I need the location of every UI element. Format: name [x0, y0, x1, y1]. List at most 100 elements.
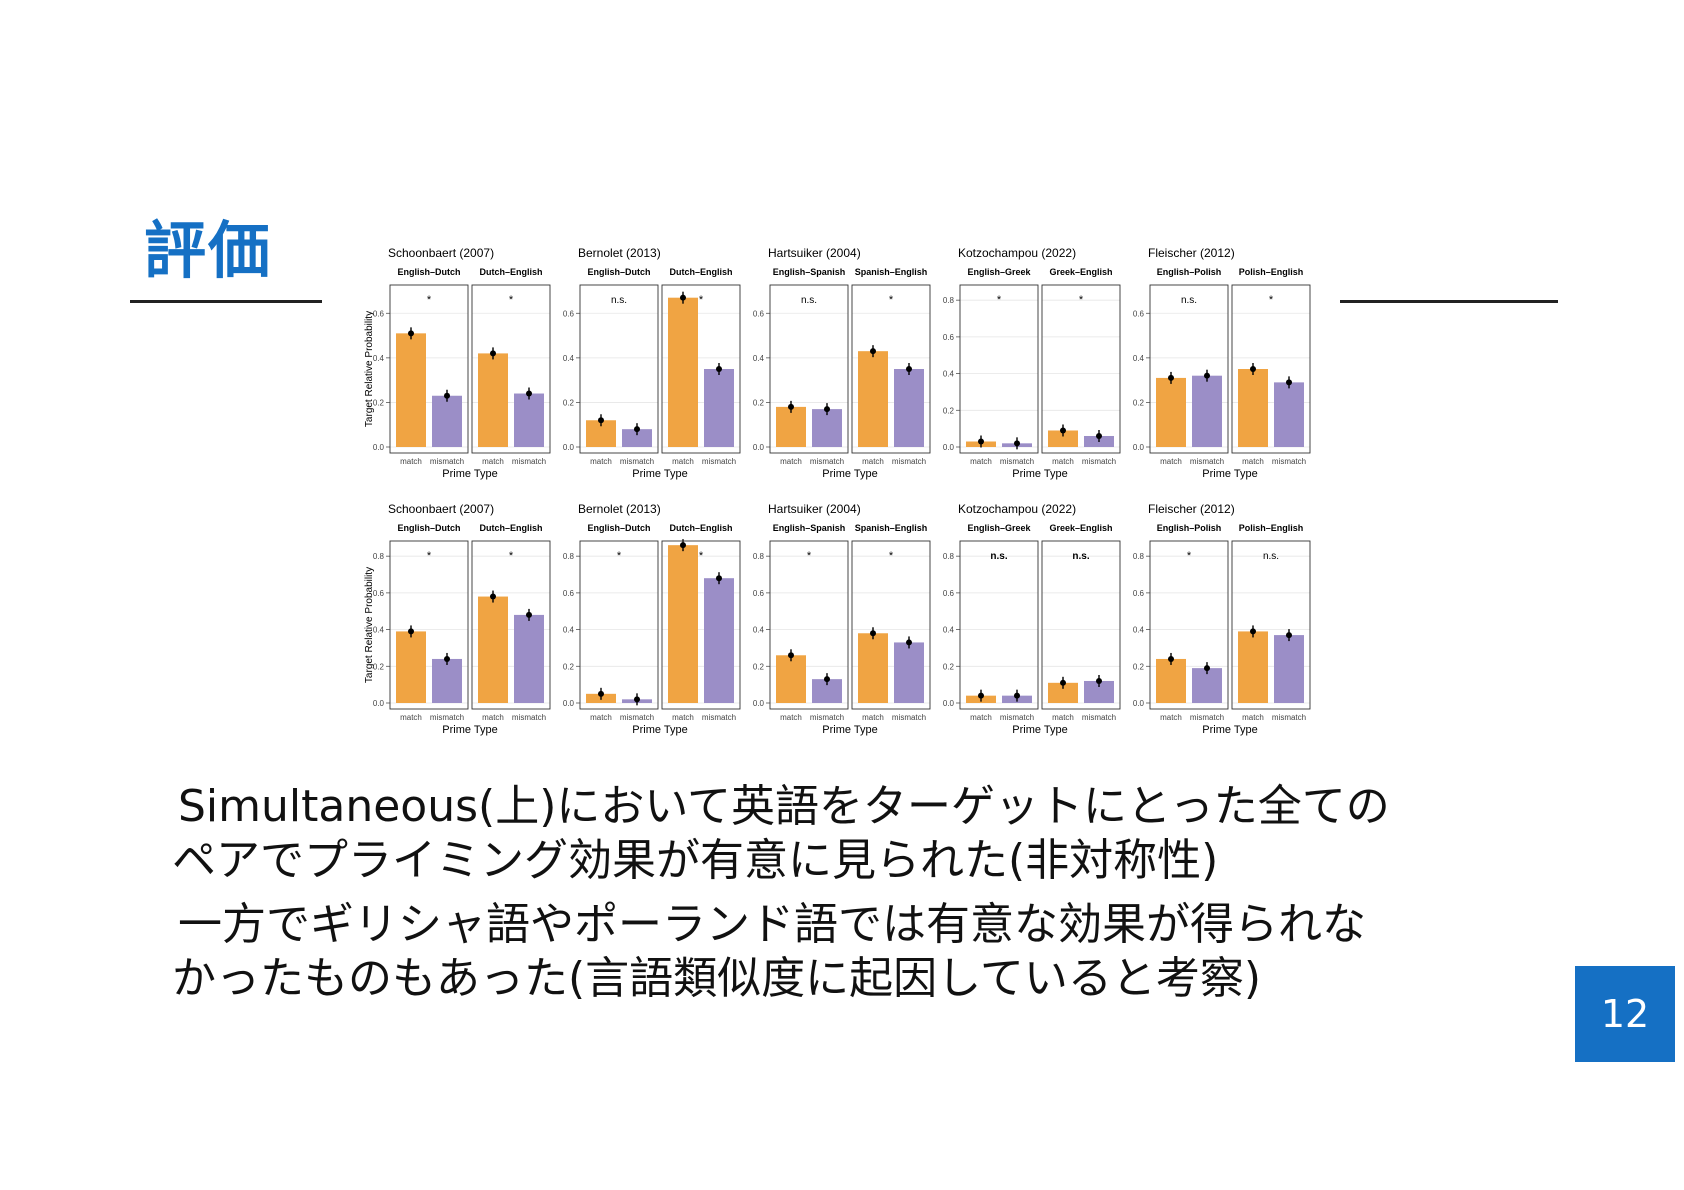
- bar-match: [1238, 369, 1268, 447]
- bar-mismatch: [1084, 680, 1114, 703]
- facet-strip-label: English–Dutch: [397, 523, 460, 533]
- panel-border: [1231, 284, 1311, 454]
- page-number-badge: 12: [1575, 966, 1675, 1062]
- x-tick-label: match: [1052, 713, 1074, 722]
- bar-mismatch: [1274, 382, 1304, 447]
- mean-point: [824, 406, 830, 413]
- x-tick-label: mismatch: [892, 713, 926, 722]
- significance-label: *: [1187, 550, 1192, 562]
- significance-label: n.s.: [1072, 551, 1089, 562]
- y-tick-label: 0.8: [943, 552, 955, 561]
- study-title: Kotzochampou (2022): [958, 502, 1076, 516]
- study-3: Kotzochampou (2022) 0.0 0.2 0.4 0.6 0.8 Englis…: [943, 246, 1121, 480]
- study-2: Hartsuiker (2004) 0.0 0.2 0.4 0.6 English–Spa…: [753, 246, 931, 480]
- bar-mismatch: [894, 369, 924, 447]
- mean-point: [598, 417, 604, 424]
- significance-label: *: [699, 294, 704, 306]
- x-tick-label: mismatch: [1190, 457, 1224, 466]
- significance-label: *: [509, 294, 514, 306]
- facet-panel: English–Dutch match mismatch *: [389, 267, 469, 466]
- bar-match: [668, 297, 698, 447]
- bar-mismatch: [894, 642, 924, 703]
- y-tick-label: 0.0: [373, 699, 385, 708]
- x-axis-label: Prime Type: [822, 724, 877, 736]
- x-tick-label: match: [780, 457, 802, 466]
- y-tick-label: 0.6: [753, 309, 765, 318]
- mean-point: [978, 692, 984, 699]
- x-tick-label: match: [862, 713, 884, 722]
- facet-strip-label: Dutch–English: [669, 267, 732, 277]
- panel-border: [1149, 540, 1229, 710]
- mean-point: [680, 294, 686, 301]
- bar-match: [1048, 430, 1078, 447]
- panel-border: [1231, 540, 1311, 710]
- x-tick-label: match: [1160, 457, 1182, 466]
- x-tick-label: mismatch: [810, 713, 844, 722]
- mean-point: [680, 542, 686, 549]
- y-tick-label: 0.4: [373, 354, 385, 363]
- significance-label: *: [1269, 294, 1274, 306]
- bar-match: [1156, 377, 1186, 447]
- study-title: Schoonbaert (2007): [388, 246, 494, 260]
- y-tick-label: 0.0: [563, 443, 575, 452]
- facet-strip-label: Polish–English: [1239, 523, 1304, 533]
- y-tick-label: 0.0: [753, 443, 765, 452]
- finding-2-line-2: かったものもあった(言語類似度に起因していると考察): [172, 953, 1262, 1004]
- x-tick-label: mismatch: [620, 713, 654, 722]
- significance-label: n.s.: [801, 295, 817, 306]
- significance-label: n.s.: [990, 551, 1007, 562]
- y-tick-label: 0.4: [373, 626, 385, 635]
- y-tick-label: 0.8: [563, 552, 575, 561]
- facet-panel: English–Dutch match mismatch *: [579, 523, 659, 722]
- mean-point: [408, 628, 414, 635]
- x-tick-label: mismatch: [512, 457, 546, 466]
- y-tick-label: 0.2: [753, 662, 765, 671]
- panel-border: [579, 540, 659, 710]
- y-tick-label: 0.6: [373, 309, 385, 318]
- facet-panel: Greek–English match mismatch n.s.: [1041, 523, 1121, 722]
- bar-mismatch: [432, 658, 462, 703]
- x-tick-label: mismatch: [620, 457, 654, 466]
- mean-point: [1204, 372, 1210, 379]
- x-tick-label: match: [1160, 713, 1182, 722]
- mean-point: [1250, 366, 1256, 372]
- facet-panel: English–Greek match mismatch *: [959, 267, 1039, 466]
- facet-strip-label: Spanish–English: [855, 523, 928, 533]
- facet-strip-label: English–Spanish: [773, 267, 846, 277]
- mean-point: [906, 639, 912, 646]
- mean-point: [1250, 628, 1256, 635]
- panel-border: [661, 540, 741, 710]
- significance-label: *: [427, 294, 432, 306]
- facet-panel: Dutch–English match mismatch *: [471, 523, 551, 722]
- x-tick-label: match: [590, 457, 612, 466]
- x-tick-label: mismatch: [702, 713, 736, 722]
- mean-point: [824, 676, 830, 683]
- panel-border: [389, 284, 469, 454]
- significance-label: *: [617, 550, 622, 562]
- x-tick-label: match: [970, 713, 992, 722]
- x-axis-label: Prime Type: [1012, 724, 1067, 736]
- facet-strip-label: English–Greek: [967, 523, 1031, 533]
- x-tick-label: match: [780, 713, 802, 722]
- title-underline-right: [1340, 300, 1558, 303]
- facet-panel: English–Polish match mismatch *: [1149, 523, 1229, 722]
- significance-label: *: [889, 294, 894, 306]
- mean-point: [1060, 679, 1066, 686]
- bar-mismatch: [514, 393, 544, 447]
- mean-point: [906, 366, 912, 372]
- x-tick-label: mismatch: [1000, 713, 1034, 722]
- title-underline-left: [130, 300, 322, 303]
- y-tick-label: 0.2: [1133, 398, 1145, 407]
- mean-point: [1096, 677, 1102, 684]
- mean-point: [1204, 665, 1210, 672]
- bar-match: [396, 631, 426, 703]
- facet-strip-label: English–Dutch: [587, 267, 650, 277]
- finding-1-line-1: Simultaneous(上)において英語をターゲットにとった全ての: [178, 781, 1390, 832]
- y-tick-label: 0.6: [943, 333, 955, 342]
- panel-border: [389, 540, 469, 710]
- y-tick-label: 0.4: [753, 626, 765, 635]
- x-tick-label: mismatch: [512, 713, 546, 722]
- facet-panel: English–Spanish match mismatch *: [769, 523, 849, 722]
- study-title: Bernolet (2013): [578, 502, 661, 516]
- x-tick-label: match: [672, 457, 694, 466]
